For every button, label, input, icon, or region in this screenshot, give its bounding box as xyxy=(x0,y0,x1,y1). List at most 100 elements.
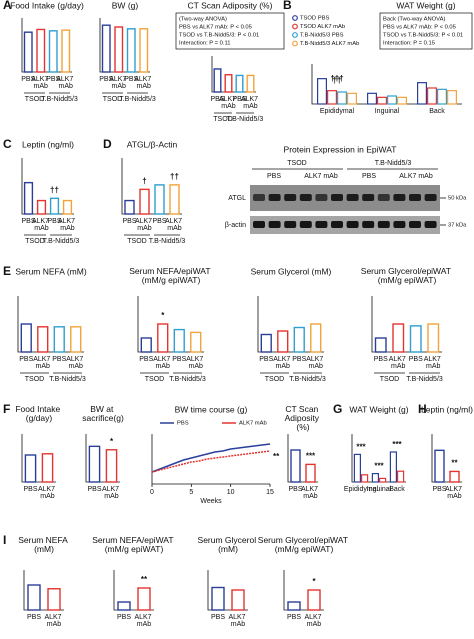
bar xyxy=(62,199,73,215)
bar xyxy=(417,82,428,105)
x-tick-label: ALK7 mAb xyxy=(301,486,320,500)
chart-title: ATGL/β-Actin xyxy=(127,139,178,149)
bar xyxy=(70,326,82,353)
bar xyxy=(361,474,369,483)
x-tick-label: Inguinal xyxy=(367,486,392,493)
legend-label: PBS xyxy=(177,421,189,427)
legend-marker xyxy=(292,23,298,30)
significance: †† xyxy=(50,185,59,194)
bar xyxy=(101,24,111,73)
significance: ** xyxy=(451,459,458,468)
bar xyxy=(157,323,169,353)
panel-label: G xyxy=(333,402,342,416)
x-tick-label: ALK7 mAb xyxy=(32,218,51,232)
group-label: T.B-Nidd5/3 xyxy=(289,376,326,383)
group-label: TSOD xyxy=(213,116,232,123)
x-tick-label: ALK7 mAb xyxy=(109,76,128,90)
x-tick-label: PBS xyxy=(23,486,37,493)
significance: ** xyxy=(273,452,280,461)
bar xyxy=(53,326,65,353)
panel-label: A xyxy=(3,0,12,12)
x-tick-label: ALK7 mAb xyxy=(58,218,77,232)
bar xyxy=(49,197,60,215)
x-tick-label: PBS xyxy=(287,614,301,621)
blot-lane: ALK7 mAb xyxy=(399,173,433,180)
bar xyxy=(211,586,225,611)
x-tick-label: Inguinal xyxy=(375,108,400,115)
bar xyxy=(41,453,54,483)
group-label: TSOD xyxy=(265,376,284,383)
bar xyxy=(377,96,388,105)
x-tick-label: PBS xyxy=(124,76,138,83)
blot-lane: ALK7 mAb xyxy=(304,173,338,180)
bar xyxy=(293,326,305,353)
blot-band xyxy=(253,194,265,201)
panel-label: E xyxy=(3,264,11,278)
blot-band xyxy=(315,194,328,201)
bar xyxy=(277,330,289,353)
x-tick-label: ALK7 mAb xyxy=(306,356,325,370)
significance: † xyxy=(142,176,146,185)
significance: †† xyxy=(333,76,342,85)
bar xyxy=(24,454,37,483)
x-tick-label: PBS xyxy=(99,76,113,83)
x-tick-label: PBS xyxy=(374,356,388,363)
legend-marker xyxy=(292,15,298,21)
x-tick-label: ALK7 mAb xyxy=(219,96,238,110)
chart-title: Serum Glycerol/epiWAT (mM/g epiWAT) xyxy=(361,266,453,285)
group-label: T.B-Nidd5/3 xyxy=(43,238,80,245)
x-tick-label: ALK7 mAb xyxy=(44,614,63,628)
legend-label: TSOD ALK7 mAb xyxy=(300,24,345,30)
axes xyxy=(351,434,406,483)
x-tick-label: Back xyxy=(389,486,405,493)
bar xyxy=(173,328,185,353)
x-axis-label: Weeks xyxy=(200,498,222,505)
blot-band xyxy=(362,221,375,228)
bar xyxy=(409,325,422,353)
group-label: T.B-Nidd5/3 xyxy=(227,116,264,123)
x-tick-label: ALK7 mAb xyxy=(66,356,85,370)
x-tick-label: 5 xyxy=(189,489,193,496)
bar xyxy=(105,449,118,483)
blot-group: TSOD xyxy=(287,160,306,167)
x-tick-label: PBS xyxy=(47,218,61,225)
blot-band xyxy=(268,194,281,201)
blot-title: Protein Expression in EpiWAT xyxy=(284,144,397,154)
bar xyxy=(224,74,233,93)
chart-title: Serum Glycerol/epiWAT (mM/g epiWAT) xyxy=(258,535,350,554)
x-tick-label: ALK7 mAb xyxy=(424,356,443,370)
note: Interaction: P = 0.11 xyxy=(179,41,231,47)
blot-band xyxy=(299,194,312,201)
x-tick-label: PBS xyxy=(27,614,41,621)
x-tick-label: ALK7 mAb xyxy=(186,356,205,370)
bar xyxy=(213,68,222,93)
blot-band xyxy=(346,221,359,228)
bar xyxy=(36,199,47,215)
legend-label: T.B-Nidd5/3 PBS xyxy=(300,33,344,39)
x-tick-label: PBS xyxy=(210,96,224,103)
x-tick-label: ALK7 mAb xyxy=(134,614,153,628)
blot-band xyxy=(331,221,343,228)
x-tick-label: PBS xyxy=(259,356,273,363)
legend-label: T.B-Nidd5/3 ALK7 mAb xyxy=(300,41,359,47)
x-tick-label: ALK7 mAb xyxy=(135,218,154,232)
bar xyxy=(23,181,34,215)
group-label: TSOD xyxy=(25,238,44,245)
x-tick-label: Epididymal xyxy=(344,486,379,493)
blot-band xyxy=(284,194,297,201)
blot-row: ATGL xyxy=(228,195,246,202)
x-tick-label: ALK7 mAb xyxy=(31,76,50,90)
bar xyxy=(387,95,398,105)
bar xyxy=(37,326,49,353)
bar xyxy=(47,588,61,611)
chart-title: BW (g) xyxy=(112,0,139,10)
note: Back (Two-way ANOVA) xyxy=(383,17,445,23)
bar xyxy=(140,337,152,353)
blot-strip xyxy=(250,185,440,211)
x-tick-label: 0 xyxy=(150,489,154,496)
x-tick-label: ALK7 mAb xyxy=(38,486,57,500)
bar xyxy=(327,90,338,105)
blot-band xyxy=(409,194,421,201)
group-label: TSOD xyxy=(25,376,44,383)
x-tick-label: ALK7 mAb xyxy=(389,356,408,370)
